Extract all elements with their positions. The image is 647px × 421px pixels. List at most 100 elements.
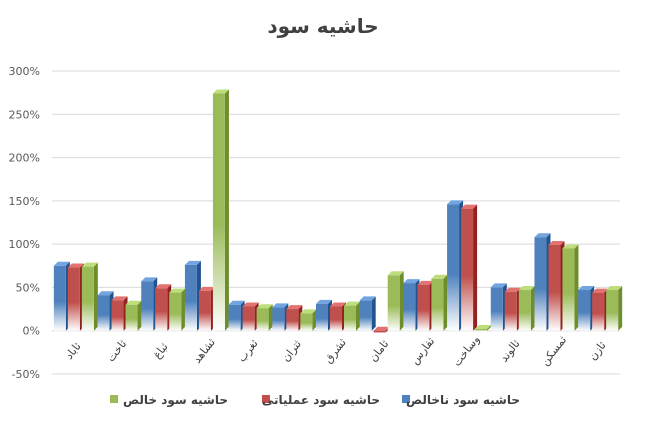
bar bbox=[330, 302, 346, 331]
bar-front bbox=[548, 245, 561, 331]
x-category-label: ثامان bbox=[367, 337, 392, 364]
x-category-label: ثشاهد bbox=[190, 336, 217, 366]
bar bbox=[272, 303, 289, 331]
bar-top bbox=[212, 89, 229, 94]
bar-top bbox=[387, 271, 404, 276]
bar-front bbox=[169, 292, 182, 331]
bar bbox=[359, 296, 376, 331]
bar-top bbox=[344, 301, 360, 306]
bar-front bbox=[504, 291, 517, 331]
bar-top bbox=[359, 296, 376, 301]
y-tick-label: 50% bbox=[16, 281, 40, 294]
bar-front bbox=[475, 328, 488, 331]
legend-swatch bbox=[262, 395, 270, 403]
legend-swatch bbox=[402, 395, 410, 403]
bar bbox=[155, 284, 172, 331]
bar-front bbox=[578, 290, 591, 331]
bar-side bbox=[530, 286, 535, 331]
bar bbox=[242, 302, 259, 331]
bar-top bbox=[548, 241, 565, 246]
bar bbox=[286, 305, 303, 331]
bar-side bbox=[224, 89, 229, 331]
bar-top bbox=[81, 262, 98, 267]
bar bbox=[417, 280, 434, 331]
bar bbox=[504, 287, 521, 331]
bar-top bbox=[475, 324, 492, 329]
x-category-label: ثباغ bbox=[150, 340, 170, 361]
bar-side bbox=[574, 244, 579, 331]
bar bbox=[534, 233, 551, 331]
bar-front bbox=[490, 287, 503, 331]
x-category-label: ثازن bbox=[586, 339, 608, 363]
y-tick-label: 300% bbox=[9, 65, 40, 78]
bar-front bbox=[403, 283, 416, 331]
bar bbox=[97, 291, 114, 331]
bar bbox=[212, 89, 229, 331]
x-category-label: ثاخت bbox=[104, 337, 129, 364]
bar-front bbox=[344, 305, 356, 331]
legend-label: حاشیه سود خالص bbox=[123, 393, 228, 408]
bar-top bbox=[67, 263, 84, 268]
bar-top bbox=[286, 305, 303, 310]
bar-top bbox=[97, 291, 114, 296]
y-tick-label: 250% bbox=[9, 108, 40, 121]
bar-top bbox=[431, 274, 448, 279]
x-category-label: ثالوند bbox=[497, 337, 522, 364]
x-category-label: ثمسکن bbox=[538, 334, 569, 369]
bar-front bbox=[606, 290, 619, 331]
legend-label: حاشیه سود ناخالص bbox=[406, 393, 520, 408]
bar-top bbox=[447, 200, 464, 205]
y-tick-label: 0% bbox=[23, 325, 40, 338]
bar bbox=[53, 261, 70, 331]
bar-top bbox=[606, 286, 623, 291]
bar-top bbox=[461, 204, 478, 209]
bar-top bbox=[300, 309, 317, 314]
bar-front bbox=[461, 208, 474, 331]
bar bbox=[316, 299, 332, 331]
y-tick-label: -50% bbox=[12, 368, 40, 381]
bar bbox=[403, 279, 420, 331]
bar-top bbox=[141, 277, 158, 282]
bar-top bbox=[403, 279, 420, 284]
bar-side bbox=[137, 300, 142, 331]
x-category-label: ثغرب bbox=[235, 337, 261, 365]
bar bbox=[81, 262, 98, 331]
legend-swatch bbox=[110, 395, 118, 403]
legend-item: حاشیه سود ناخالص bbox=[402, 393, 520, 408]
bar-front bbox=[359, 300, 372, 331]
bar bbox=[387, 271, 404, 331]
bar-top bbox=[198, 286, 215, 291]
y-tick-label: 100% bbox=[9, 238, 40, 251]
bar bbox=[578, 286, 595, 331]
bar-front bbox=[534, 237, 547, 331]
bar-top bbox=[169, 288, 186, 293]
bars bbox=[53, 89, 623, 333]
bar-front bbox=[155, 288, 168, 331]
bar-side bbox=[443, 274, 448, 331]
bar-top bbox=[111, 296, 128, 301]
bar-top bbox=[518, 286, 535, 291]
bar-front bbox=[518, 290, 531, 331]
bar-front bbox=[272, 307, 285, 331]
bar-top bbox=[316, 299, 332, 304]
bar-side bbox=[356, 301, 360, 331]
bar-top bbox=[490, 283, 507, 288]
bar bbox=[431, 274, 448, 331]
bar-side bbox=[312, 309, 317, 331]
bar-top bbox=[578, 286, 595, 291]
bar-front bbox=[387, 275, 400, 331]
bar bbox=[592, 288, 609, 331]
bar-top bbox=[562, 244, 579, 249]
bar-side bbox=[371, 296, 376, 331]
bar-front bbox=[67, 267, 80, 331]
bar-front bbox=[562, 248, 575, 331]
bar bbox=[490, 283, 507, 331]
y-tick-label: 150% bbox=[9, 195, 40, 208]
legend-item: حاشیه سود خالص bbox=[110, 393, 228, 408]
bar bbox=[228, 300, 245, 331]
bar bbox=[141, 277, 158, 331]
bar-front bbox=[447, 204, 460, 331]
bar bbox=[125, 300, 142, 331]
